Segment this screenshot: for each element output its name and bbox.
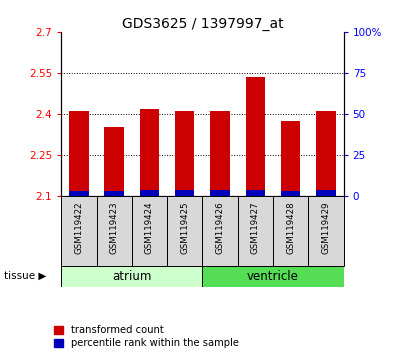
Bar [202,266,344,287]
Bar [140,109,159,196]
Bar [104,126,124,196]
Bar [175,190,194,196]
Bar [273,196,308,266]
Bar [316,190,336,196]
Text: GSM119425: GSM119425 [180,201,189,254]
Text: GSM119427: GSM119427 [251,201,260,254]
Bar [246,77,265,196]
Text: GSM119428: GSM119428 [286,201,295,254]
Legend: transformed count, percentile rank within the sample: transformed count, percentile rank withi… [55,325,239,348]
Bar [175,112,194,196]
Bar [281,121,301,196]
Bar [211,112,230,196]
Bar [246,190,265,196]
Bar [140,190,159,196]
Bar [211,190,230,196]
Text: GSM119423: GSM119423 [110,201,118,254]
Text: GSM119426: GSM119426 [216,201,225,254]
Bar [69,191,88,196]
Bar [238,196,273,266]
Bar [202,196,238,266]
Bar [308,196,344,266]
Bar [167,196,202,266]
Text: tissue ▶: tissue ▶ [4,271,46,281]
Text: atrium: atrium [112,270,152,282]
Bar [96,196,132,266]
Bar [61,266,202,287]
Bar [69,112,88,196]
Bar [61,196,96,266]
Text: ventricle: ventricle [247,270,299,282]
Bar [316,112,336,196]
Text: GSM119422: GSM119422 [74,201,83,254]
Text: GSM119429: GSM119429 [322,201,331,254]
Bar [281,191,301,196]
Bar [104,191,124,196]
Bar [132,196,167,266]
Text: GSM119424: GSM119424 [145,201,154,254]
Title: GDS3625 / 1397997_at: GDS3625 / 1397997_at [122,17,283,31]
